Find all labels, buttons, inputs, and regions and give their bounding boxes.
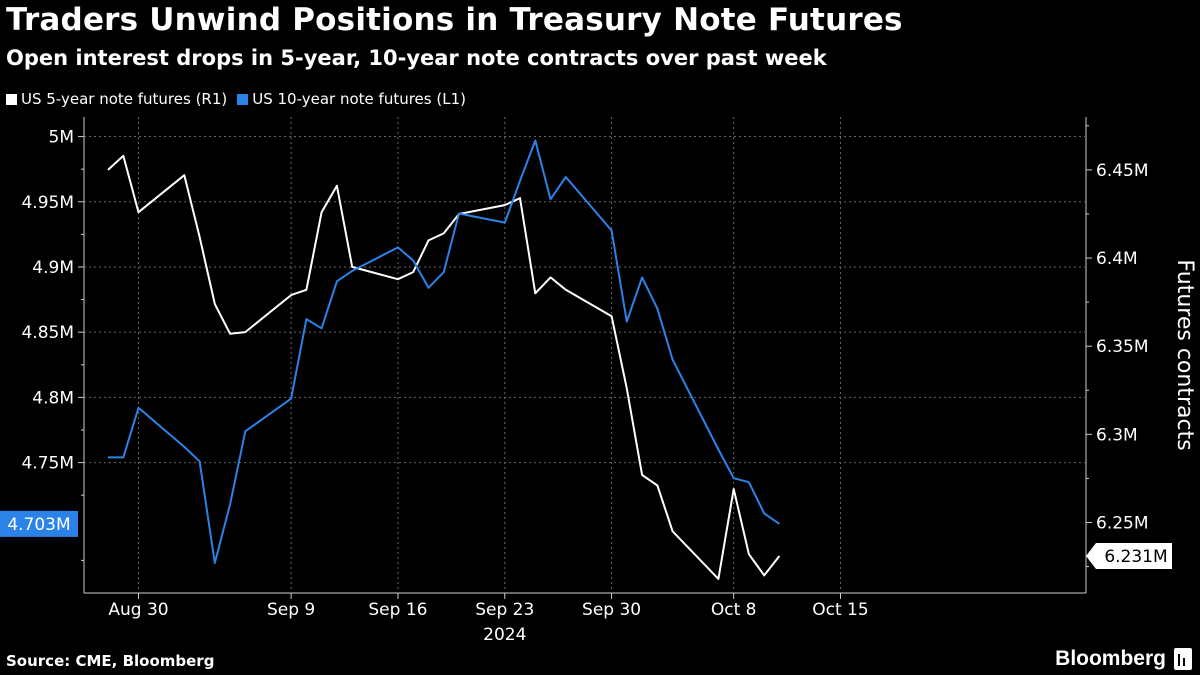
legend-label-10y: US 10-year note futures (L1) bbox=[252, 90, 466, 108]
y-right-axis-label: Futures contracts bbox=[1172, 259, 1197, 450]
y-right-tick-label: 6.35M bbox=[1096, 337, 1149, 357]
chart-subtitle: Open interest drops in 5-year, 10-year n… bbox=[6, 46, 827, 70]
x-tick-label: Aug 30 bbox=[108, 600, 168, 620]
x-tick-label: Sep 16 bbox=[368, 600, 427, 620]
legend-swatch-5y bbox=[6, 93, 17, 105]
chart-title: Traders Unwind Positions in Treasury Not… bbox=[6, 2, 903, 38]
x-tick-label: Oct 15 bbox=[812, 600, 868, 620]
x-year-label: 2024 bbox=[483, 625, 526, 645]
end-label-10y: 4.703M bbox=[7, 515, 70, 535]
y-left-tick-label: 4.8M bbox=[32, 388, 74, 408]
y-right-tick-label: 6.45M bbox=[1096, 161, 1149, 181]
bloomberg-logo: Bloomberg bbox=[1055, 647, 1166, 670]
legend-swatch-10y bbox=[237, 93, 249, 105]
y-left-tick-label: 4.9M bbox=[32, 258, 74, 278]
y-right-tick-label: 6.3M bbox=[1096, 425, 1138, 445]
source-note: Source: CME, Bloomberg bbox=[6, 652, 215, 670]
y-right-tick-label: 6.4M bbox=[1096, 249, 1138, 269]
bloomberg-terminal-icon bbox=[1174, 648, 1192, 670]
y-left-tick-label: 4.95M bbox=[21, 193, 74, 213]
x-tick-label: Sep 30 bbox=[582, 600, 641, 620]
y-left-tick-label: 5M bbox=[49, 128, 74, 148]
end-label-5y: 6.231M bbox=[1104, 547, 1167, 567]
y-left-tick-label: 4.85M bbox=[21, 323, 74, 343]
x-tick-label: Sep 9 bbox=[267, 600, 315, 620]
end-label-box-10y bbox=[0, 510, 78, 537]
x-tick-label: Sep 23 bbox=[475, 600, 534, 620]
end-label-box-5y bbox=[1086, 542, 1172, 569]
series-line-10y bbox=[108, 139, 780, 564]
legend-item-5y: US 5-year note futures (R1) bbox=[6, 90, 227, 108]
x-tick-label: Oct 8 bbox=[711, 600, 757, 620]
series-line-5y bbox=[107, 154, 781, 580]
legend-label-5y: US 5-year note futures (R1) bbox=[21, 90, 228, 108]
y-left-tick-label: 4.75M bbox=[21, 454, 74, 474]
legend: US 5-year note futures (R1) US 10-year n… bbox=[6, 90, 466, 108]
legend-item-10y: US 10-year note futures (L1) bbox=[237, 90, 466, 108]
y-right-tick-label: 6.25M bbox=[1096, 513, 1149, 533]
